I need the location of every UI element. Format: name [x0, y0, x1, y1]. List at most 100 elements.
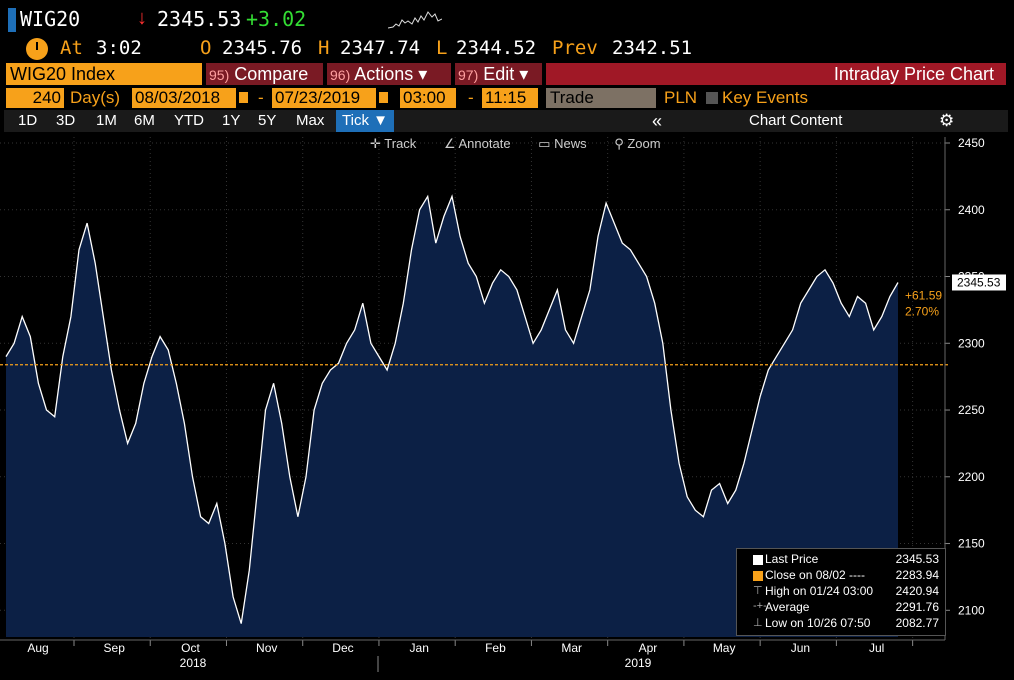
tab-6m[interactable]: 6M: [134, 112, 155, 129]
legend-close[interactable]: Close on 08/02 ---- 2283.94: [743, 568, 943, 584]
ticker-symbol[interactable]: WIG20: [20, 7, 81, 31]
x-tick-label: Jun: [791, 641, 810, 655]
calendar-icon[interactable]: [238, 91, 249, 104]
low-value: 2344.52: [456, 37, 537, 59]
actions-label: Actions ▾: [354, 64, 428, 84]
tab-1d[interactable]: 1D: [18, 112, 38, 129]
period-unit[interactable]: Day(s): [70, 88, 121, 107]
chart-legend: Last Price 2345.53 Close on 08/02 ---- 2…: [736, 548, 946, 636]
net-change: +3.02: [246, 7, 307, 31]
x-tick-label: May: [713, 641, 736, 655]
y-tick-label: 2450: [958, 136, 985, 150]
end-date-field[interactable]: 07/23/2019: [272, 88, 376, 108]
tab-1y[interactable]: 1Y: [222, 112, 241, 129]
chart-content-button[interactable]: Chart Content: [749, 112, 843, 129]
security-marker: [8, 8, 16, 32]
high-label: H: [318, 37, 330, 59]
legend-label: Low on 10/26 07:50: [765, 616, 871, 630]
end-time-field[interactable]: 11:15: [482, 88, 538, 108]
annotate-tool[interactable]: ∠ Annotate: [443, 136, 511, 151]
legend-label: Last Price: [765, 552, 819, 566]
price-area: [6, 196, 898, 637]
compare-label: Compare: [234, 64, 309, 84]
y-tick-label: 2200: [958, 470, 985, 484]
compare-number: 95): [209, 67, 230, 83]
high-marker-icon: ⊤: [753, 585, 763, 597]
security-field[interactable]: WIG20 Index: [6, 63, 202, 85]
y-tick-label: 2150: [958, 537, 985, 551]
time-separator: -: [468, 88, 474, 107]
track-label: Track: [384, 136, 417, 151]
edit-number: 97): [458, 67, 479, 83]
at-label: At: [60, 37, 83, 59]
gear-icon[interactable]: ⚙: [939, 111, 955, 130]
function-toolbar: WIG20 Index 95) Compare 96) Actions ▾ 97…: [6, 63, 1006, 85]
legend-average[interactable]: -+- Average 2291.76: [743, 600, 943, 616]
event-type-select[interactable]: Trade: [546, 88, 656, 108]
high-value: 2347.74: [340, 37, 421, 59]
x-tick-label: Apr: [639, 641, 658, 655]
tab-max[interactable]: Max: [296, 112, 325, 129]
actions-menu[interactable]: 96) Actions ▾: [327, 63, 451, 85]
y-tick-label: 2300: [958, 336, 985, 350]
last-price: 2345.53: [157, 7, 242, 31]
edit-label: Edit ▾: [483, 64, 529, 84]
start-date-field[interactable]: 08/03/2018: [132, 88, 236, 108]
x-tick-label: Nov: [256, 641, 277, 655]
start-time-field[interactable]: 03:00: [400, 88, 456, 108]
quote-header: WIG20 ↓ 2345.53 +3.02: [0, 4, 1014, 36]
annotate-label: Annotate: [458, 136, 511, 151]
collapse-icon[interactable]: «: [652, 111, 663, 131]
tab-5y[interactable]: 5Y: [258, 112, 277, 129]
tab-1m[interactable]: 1M: [96, 112, 117, 129]
x-tick-label: Aug: [27, 641, 48, 655]
low-label: L: [436, 37, 448, 59]
x-tick-label: Sep: [104, 641, 126, 655]
price-line: [5, 194, 899, 624]
tab-tick[interactable]: Tick ▼: [336, 110, 394, 132]
track-tool[interactable]: ✛ Track: [370, 136, 417, 151]
price-tags: 2345.53 +61.59 2.70%: [905, 274, 1006, 318]
legend-value: 2420.94: [895, 584, 939, 598]
quote-time: 3:02: [96, 37, 142, 59]
legend-swatch: [753, 555, 763, 565]
range-tabs: 1D 3D 1M 6M YTD 1Y 5Y Max Tick ▼ « Chart…: [4, 110, 1008, 132]
x-tick-label: Mar: [561, 641, 582, 655]
open-label: O: [200, 37, 212, 59]
key-events-checkbox[interactable]: [706, 92, 718, 104]
zoom-tool[interactable]: ⚲ Zoom: [614, 136, 661, 151]
prev-label: Prev: [552, 37, 598, 59]
x-tick-label: Jan: [410, 641, 429, 655]
legend-label: High on 01/24 03:00: [765, 584, 874, 598]
bar-count-field[interactable]: 240: [6, 88, 64, 108]
compare-button[interactable]: 95) Compare: [206, 63, 323, 85]
legend-label: Average: [765, 600, 810, 614]
last-price-tag-bg: [952, 274, 1006, 291]
price-chart[interactable]: 21002150220022502300235024002450 AugSepO…: [0, 132, 1014, 680]
average-marker-icon: -+-: [753, 600, 767, 612]
x-tick-label: Jul: [869, 641, 884, 655]
x-axis: Aug Sep Oct Nov Dec Jan Feb Mar Apr May Jun Jul 2018…: [0, 639, 945, 672]
y-tick-label: 2100: [958, 603, 985, 617]
x-tick-label: Oct: [181, 641, 200, 655]
edit-menu[interactable]: 97) Edit ▾: [455, 63, 542, 85]
actions-number: 96): [330, 67, 351, 83]
last-price-tag: 2345.53: [957, 275, 1001, 289]
currency-select[interactable]: PLN: [664, 88, 698, 107]
tab-ytd[interactable]: YTD: [174, 112, 204, 129]
legend-high[interactable]: ⊤ High on 01/24 03:00 2420.94: [743, 584, 943, 600]
legend-low[interactable]: ⊥ Low on 10/26 07:50 2082.77: [743, 616, 943, 632]
x-tick-label: Dec: [332, 641, 353, 655]
tab-3d[interactable]: 3D: [56, 112, 76, 129]
prev-value: 2342.51: [612, 37, 693, 59]
date-range-bar: 240 Day(s) 08/03/2018 - 07/23/2019 03:00…: [6, 88, 1006, 108]
news-tool[interactable]: ▭ News: [538, 136, 587, 151]
calendar-icon[interactable]: [378, 91, 389, 104]
ohlc-bar: At 3:02 O 2345.76 H 2347.74 L 2344.52 Pr…: [0, 36, 1014, 62]
chart-title: Intraday Price Chart: [546, 63, 1006, 85]
legend-last-price[interactable]: Last Price 2345.53: [743, 552, 943, 568]
down-arrow-icon: ↓: [137, 7, 147, 29]
year-label: 2019: [625, 656, 652, 670]
change-pct-label: 2.70%: [905, 304, 939, 318]
legend-value: 2082.77: [895, 616, 939, 630]
